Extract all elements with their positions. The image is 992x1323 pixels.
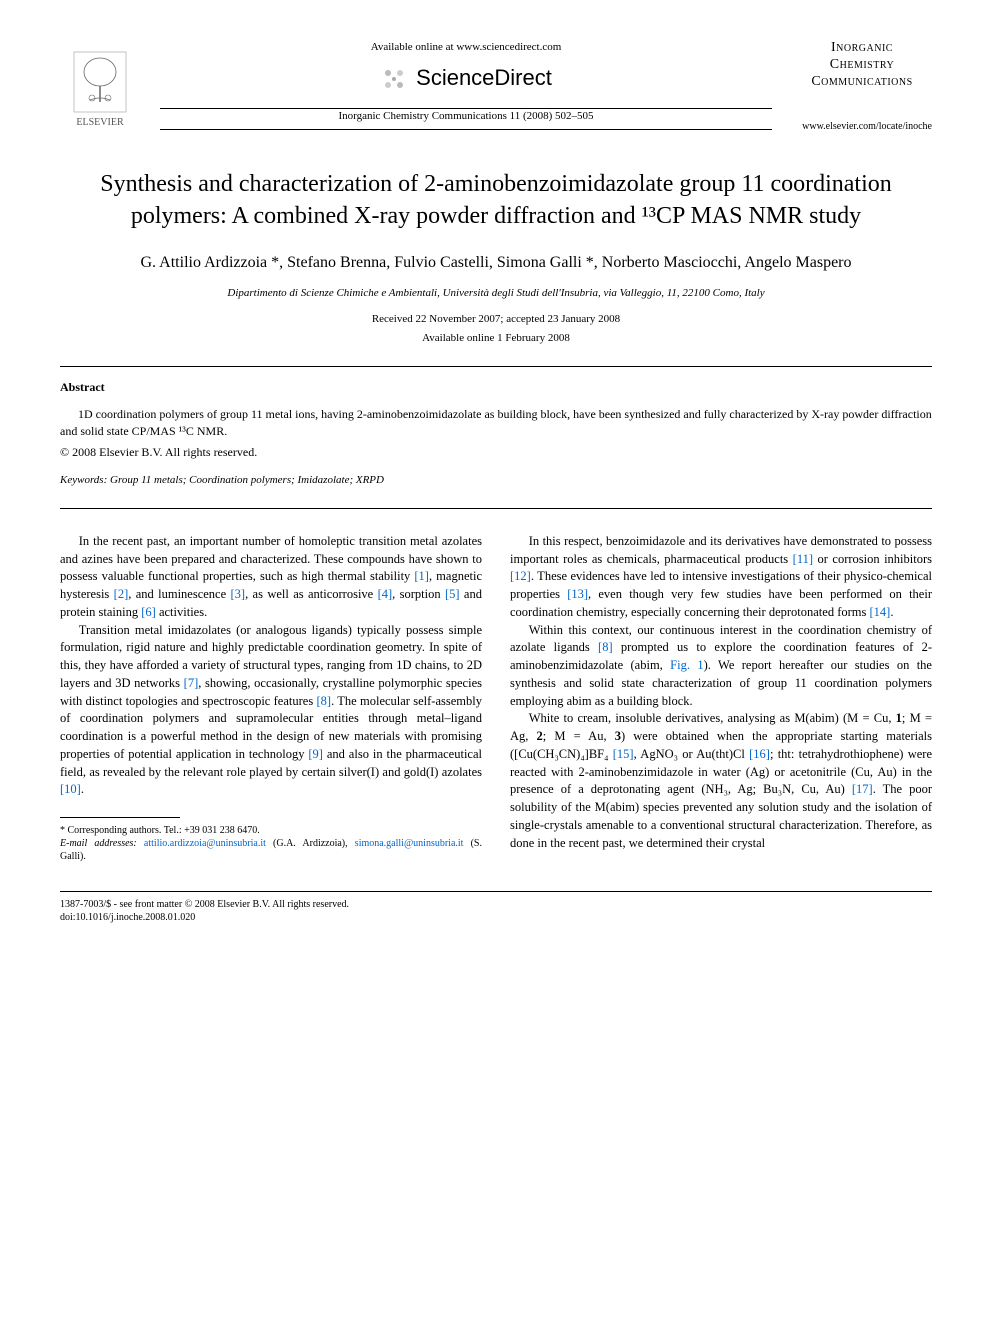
footnote-block: * Corresponding authors. Tel.: +39 031 2… [60,824,482,863]
sciencedirect-icon [380,65,408,93]
ref-link-9[interactable]: [9] [308,747,323,761]
body-columns: In the recent past, an important number … [60,533,932,863]
ref-link-10[interactable]: [10] [60,782,81,796]
footer: 1387-7003/$ - see front matter © 2008 El… [60,898,932,924]
journal-name-line1: Inorganic [792,40,932,57]
journal-box-wrapper: Inorganic Chemistry Communications www.e… [792,40,932,134]
sciencedirect-text: ScienceDirect [416,63,552,94]
column-right: In this respect, benzoimidazole and its … [510,533,932,863]
body-para-5: White to cream, insoluble derivatives, a… [510,710,932,852]
elsevier-logo: ELSEVIER [60,40,140,130]
abstract-copyright: © 2008 Elsevier B.V. All rights reserved… [60,444,932,461]
ref-link-13[interactable]: [13] [567,587,588,601]
email-label: E-mail addresses: [60,838,137,849]
ref-link-16[interactable]: [16] [749,747,770,761]
ref-link-17[interactable]: [17] [852,782,873,796]
abstract-rule-bottom [60,508,932,509]
header: ELSEVIER Available online at www.science… [60,40,932,134]
abstract-rule-top [60,366,932,367]
ref-link-5[interactable]: [5] [445,587,460,601]
header-divider-bottom [160,129,772,130]
keywords-label: Keywords: [60,474,107,486]
ref-link-14[interactable]: [14] [870,605,891,619]
journal-name-line2: Chemistry [792,57,932,74]
body-para-2: Transition metal imidazolates (or analog… [60,622,482,800]
ref-link-8b[interactable]: [8] [598,640,613,654]
abstract-text: 1D coordination polymers of group 11 met… [60,406,932,440]
journal-link[interactable]: www.elsevier.com/locate/inoche [792,120,932,134]
email-link-1[interactable]: attilio.ardizzoia@uninsubria.it [144,838,266,849]
footer-rule [60,891,932,892]
ref-link-1[interactable]: [1] [414,569,429,583]
ref-link-4[interactable]: [4] [378,587,393,601]
ref-link-8[interactable]: [8] [317,694,332,708]
ref-link-15[interactable]: [15] [613,747,634,761]
corresponding-author-note: * Corresponding authors. Tel.: +39 031 2… [60,824,482,837]
ref-link-11[interactable]: [11] [793,552,813,566]
date-online: Available online 1 February 2008 [60,331,932,346]
ref-link-6[interactable]: [6] [141,605,156,619]
elsevier-label: ELSEVIER [76,116,123,130]
body-para-4: Within this context, our continuous inte… [510,622,932,711]
footnote-rule [60,817,180,818]
keywords: Keywords: Group 11 metals; Coordination … [60,473,932,488]
footer-copyright: 1387-7003/$ - see front matter © 2008 El… [60,898,932,911]
journal-name-line3: Communications [792,74,932,91]
affiliation: Dipartimento di Scienze Chimiche e Ambie… [60,286,932,301]
date-received: Received 22 November 2007; accepted 23 J… [60,312,932,327]
abstract-heading: Abstract [60,379,932,396]
ref-link-3[interactable]: [3] [231,587,246,601]
ref-link-2[interactable]: [2] [114,587,129,601]
fig-link-1[interactable]: Fig. 1 [670,658,703,672]
body-para-1: In the recent past, an important number … [60,533,482,622]
article-title: Synthesis and characterization of 2-amin… [100,169,892,231]
header-center: Available online at www.sciencedirect.co… [140,40,792,130]
email-link-2[interactable]: simona.galli@uninsubria.it [355,838,464,849]
body-para-3: In this respect, benzoimidazole and its … [510,533,932,622]
ref-link-7[interactable]: [7] [184,676,199,690]
journal-reference: Inorganic Chemistry Communications 11 (2… [160,109,772,124]
footer-doi: doi:10.1016/j.inoche.2008.01.020 [60,911,932,924]
sciencedirect-brand: ScienceDirect [160,63,772,94]
authors-list: G. Attilio Ardizzoia *, Stefano Brenna, … [60,252,932,274]
elsevier-tree-icon [72,50,128,114]
ref-link-12[interactable]: [12] [510,569,531,583]
column-left: In the recent past, an important number … [60,533,482,863]
keywords-text: Group 11 metals; Coordination polymers; … [107,474,384,486]
journal-name-box: Inorganic Chemistry Communications [792,40,932,90]
available-online-text: Available online at www.sciencedirect.co… [160,40,772,55]
email-addresses: E-mail addresses: attilio.ardizzoia@unin… [60,837,482,863]
